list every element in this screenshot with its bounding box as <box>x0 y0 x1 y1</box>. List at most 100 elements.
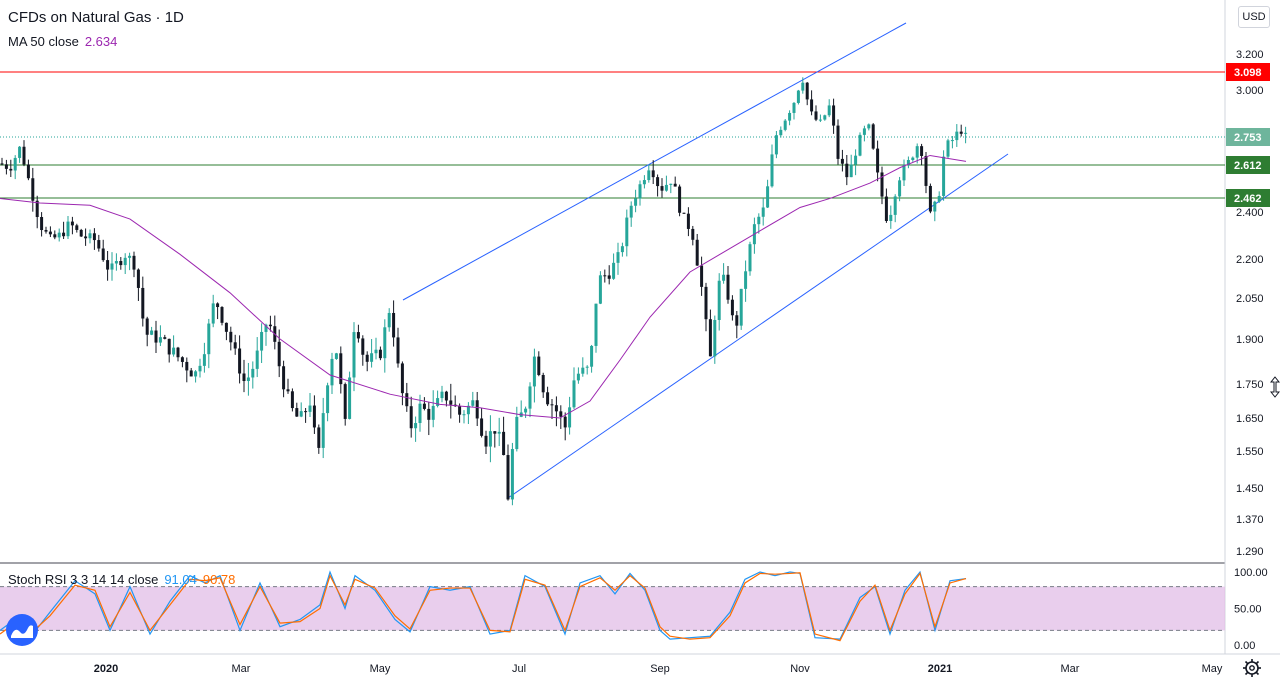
candle-body <box>700 265 704 287</box>
candle-body <box>950 140 954 142</box>
horizontal-lines <box>0 71 1225 199</box>
candle-body <box>748 244 752 272</box>
stoch-tick-label: 50.00 <box>1234 604 1262 616</box>
tradingview-logo-icon[interactable] <box>6 614 38 646</box>
time-tick-label: May <box>370 663 391 675</box>
candle-body <box>35 200 39 218</box>
candle-body <box>97 240 101 249</box>
gear-icon[interactable] <box>1242 658 1262 678</box>
candle-body <box>783 120 787 130</box>
price-tag-support <box>1226 189 1270 207</box>
candle-body <box>590 345 594 367</box>
candle-body <box>937 195 941 202</box>
candle-body <box>189 370 193 377</box>
candle-body <box>884 196 888 221</box>
price-axis[interactable]: 1.290 1.370 1.450 1.550 1.650 1.750 1.900 2.050… <box>1236 49 1264 558</box>
candle-body <box>387 312 391 328</box>
candle-body <box>202 354 206 366</box>
time-tick-label: May <box>1202 663 1223 675</box>
candle-body <box>158 337 162 343</box>
candle-body <box>242 373 246 382</box>
candle-body <box>616 252 620 263</box>
price-tick-label: 1.900 <box>1236 334 1264 346</box>
candle-body <box>255 350 259 369</box>
candle-body <box>510 449 514 500</box>
symbol-title[interactable]: CFDs on Natural Gas · 1D <box>8 9 184 26</box>
candle-body <box>53 234 57 238</box>
candle-body <box>466 405 470 415</box>
candle-body <box>480 418 484 436</box>
candle-body <box>774 135 778 155</box>
price-tag-support <box>1226 156 1270 174</box>
ma-50-line <box>0 154 967 419</box>
candle-body <box>114 261 118 264</box>
candle-body <box>44 230 48 232</box>
candle-body <box>770 154 774 187</box>
candle-body <box>906 159 910 165</box>
candle-body <box>854 155 858 165</box>
candle-body <box>744 271 748 289</box>
candle-body <box>603 275 607 277</box>
candle-body <box>849 164 853 178</box>
price-tag-label: 3.098 <box>1234 67 1262 79</box>
time-tick-label: Jul <box>512 663 526 675</box>
candle-body <box>792 102 796 113</box>
candle-body <box>920 146 924 156</box>
price-tick-label: 2.400 <box>1236 207 1264 219</box>
candle-body <box>449 400 453 405</box>
candle-body <box>928 185 932 212</box>
candle-body <box>862 128 866 135</box>
ma-legend[interactable]: MA 50 close 2.634 <box>8 34 117 49</box>
candle-body <box>361 338 365 355</box>
candle-body <box>607 275 611 279</box>
stoch-label: Stoch RSI 3 3 14 14 close <box>8 572 159 587</box>
price-tick-label: 1.290 <box>1236 546 1264 558</box>
candle-body <box>642 180 646 185</box>
stoch-band <box>0 586 1225 631</box>
candle-body <box>620 246 624 253</box>
currency-button[interactable]: USD <box>1238 6 1270 28</box>
candle-body <box>352 332 356 378</box>
candle-body <box>708 319 712 357</box>
candle-body <box>550 404 554 406</box>
candle-body <box>955 131 959 141</box>
candle-body <box>436 398 440 406</box>
candle-body <box>123 257 127 266</box>
price-tick-label: 1.650 <box>1236 413 1264 425</box>
candle-body <box>814 111 818 120</box>
main-pane[interactable] <box>0 0 1280 655</box>
candle-body <box>136 269 140 288</box>
price-tag-label: 2.753 <box>1234 132 1262 144</box>
candle-body <box>304 411 308 413</box>
candle-body <box>576 373 580 381</box>
candle-body <box>383 327 387 359</box>
candle-body <box>185 361 189 371</box>
candle-body <box>568 407 572 428</box>
candle-body <box>867 124 871 129</box>
stoch-legend[interactable]: Stoch RSI 3 3 14 14 close 91.04 90.78 <box>8 572 235 587</box>
stoch-rsi-series <box>0 570 967 642</box>
candle-body <box>431 405 435 420</box>
candle-body <box>295 408 299 417</box>
candle-body <box>92 233 96 241</box>
candle-body <box>440 391 444 399</box>
candle-body <box>4 164 8 169</box>
candle-body <box>946 140 950 157</box>
stoch-overbought-oversold-band <box>0 586 1225 631</box>
candle-body <box>497 431 501 434</box>
price-tick-label: 2.200 <box>1236 254 1264 266</box>
time-axis[interactable]: 2020 Mar May Jul Sep Nov 2021 Mar May <box>94 663 1223 675</box>
candle-body <box>898 180 902 197</box>
candle-body <box>22 146 26 165</box>
time-tick-label: 2021 <box>928 663 952 675</box>
candle-body <box>871 124 875 149</box>
candle-body <box>625 217 629 247</box>
candle-body <box>374 349 378 354</box>
candle-body <box>79 229 83 237</box>
candle-body <box>880 172 884 197</box>
candle-body <box>559 411 563 417</box>
candle-body <box>810 99 814 112</box>
candle-body <box>224 322 228 332</box>
candle-body <box>268 324 272 327</box>
